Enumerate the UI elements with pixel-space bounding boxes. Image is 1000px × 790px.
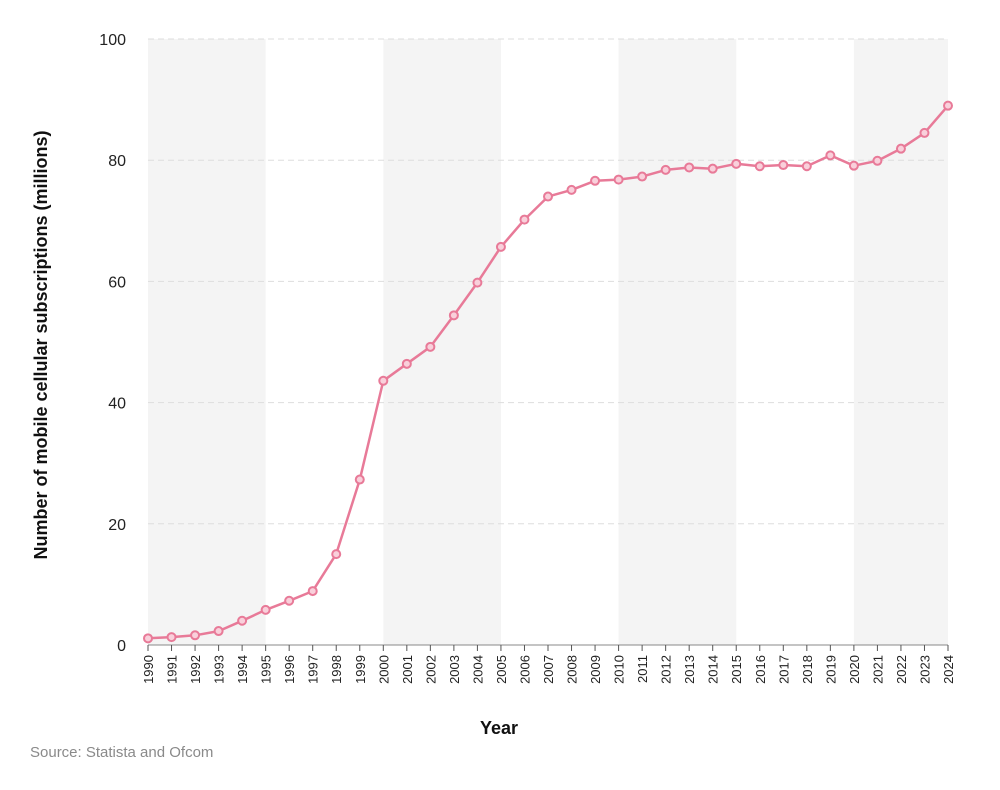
data-point-2008 <box>566 184 577 195</box>
y-tick-label: 80 <box>108 153 126 170</box>
x-tick-label: 2017 <box>776 655 791 684</box>
x-axis-label: Year <box>480 718 518 738</box>
data-point-2012 <box>660 164 671 175</box>
x-tick-label: 2007 <box>541 655 556 684</box>
series-line <box>147 104 949 640</box>
x-tick-label: 1996 <box>282 655 297 684</box>
data-point-2018 <box>801 161 812 172</box>
shaded-bands <box>148 39 948 645</box>
data-point-2021 <box>872 155 883 166</box>
x-tick-label: 2011 <box>635 655 650 683</box>
x-tick-label: 2010 <box>612 655 627 684</box>
x-tick-label: 2024 <box>941 655 956 684</box>
x-tick-label: 2003 <box>447 655 462 684</box>
data-point-1990 <box>143 633 153 644</box>
data-point-2015 <box>731 158 742 169</box>
x-tick-label: 2018 <box>800 655 815 684</box>
x-tick-label: 1990 <box>141 655 156 684</box>
y-axis-ticks: 0 20 40 60 80 100 <box>99 32 126 655</box>
data-point-2003 <box>448 310 459 321</box>
y-axis-label: Number of mobile cellular subscriptions … <box>31 130 51 559</box>
data-point-1996 <box>284 595 295 606</box>
data-point-2017 <box>778 160 789 171</box>
data-point-1994 <box>237 615 248 626</box>
data-point-2019 <box>825 150 836 161</box>
data-point-2004 <box>472 277 483 288</box>
x-tick-label: 2022 <box>894 655 909 684</box>
data-point-2006 <box>519 214 530 225</box>
x-tick-label: 2000 <box>376 655 391 684</box>
data-point-2002 <box>425 341 436 352</box>
x-tick-label: 1995 <box>259 655 274 684</box>
shaded-band-2000-2005 <box>383 39 501 645</box>
data-point-2001 <box>401 358 412 369</box>
data-point-1992 <box>190 630 201 641</box>
x-axis-ticks: 1990 1991 1992 1993 1994 1995 1996 1997 1998 1999… <box>141 645 956 684</box>
x-tick-label: 2012 <box>659 655 674 684</box>
x-tick-label: 2001 <box>400 655 415 684</box>
data-point-2020 <box>848 160 859 171</box>
data-point-2011 <box>637 171 648 182</box>
x-tick-label: 2006 <box>517 655 532 684</box>
x-tick-label: 2004 <box>470 655 485 684</box>
data-point-1999 <box>354 474 365 485</box>
x-tick-label: 2008 <box>565 655 580 684</box>
x-tick-label: 2013 <box>682 655 697 684</box>
x-tick-label: 2023 <box>917 655 932 684</box>
data-point-2009 <box>590 175 601 186</box>
x-tick-label: 1994 <box>235 655 250 684</box>
shaded-band-2020-2024 <box>853 39 948 645</box>
x-tick-label: 2002 <box>423 655 438 684</box>
x-tick-label: 1993 <box>212 655 227 684</box>
x-tick-label: 1998 <box>329 655 344 684</box>
data-point-2022 <box>895 143 906 154</box>
gridlines <box>148 38 948 646</box>
x-tick-label: 2009 <box>588 655 603 684</box>
data-point-2013 <box>684 162 695 173</box>
data-point-2023 <box>919 127 930 138</box>
y-tick-label: 40 <box>108 396 126 413</box>
data-point-2000 <box>378 375 389 386</box>
x-tick-label: 2014 <box>706 655 721 684</box>
source-note: Source: Statista and Ofcom <box>30 744 214 761</box>
x-tick-label: 2015 <box>729 655 744 684</box>
data-point-1993 <box>213 626 224 637</box>
data-point-2005 <box>495 241 506 252</box>
x-tick-label: 1999 <box>353 655 368 684</box>
x-tick-label: 1991 <box>165 655 180 684</box>
x-tick-label: 2021 <box>870 655 885 684</box>
data-point-1997 <box>307 586 318 597</box>
x-tick-label: 1997 <box>306 655 321 684</box>
data-point-2010 <box>613 174 624 185</box>
shaded-band-1990-1995 <box>148 39 266 645</box>
data-point-2016 <box>754 161 765 172</box>
data-point-1991 <box>166 632 177 643</box>
x-tick-label: 2016 <box>753 655 768 684</box>
data-point-1998 <box>331 549 342 560</box>
x-tick-label: 2020 <box>847 655 862 684</box>
x-tick-label: 1992 <box>188 655 203 684</box>
x-tick-label: 2005 <box>494 655 509 684</box>
y-tick-label: 20 <box>108 517 126 534</box>
y-tick-label: 0 <box>117 638 126 655</box>
y-tick-label: 100 <box>99 32 126 49</box>
x-tick-label: 2019 <box>823 655 838 684</box>
series-group <box>143 100 953 644</box>
data-point-1995 <box>260 604 271 615</box>
data-point-2014 <box>707 163 718 174</box>
data-point-2007 <box>543 191 553 202</box>
data-point-2024 <box>943 100 953 111</box>
y-tick-label: 60 <box>108 274 126 291</box>
shaded-band-2010-2015 <box>618 39 737 645</box>
